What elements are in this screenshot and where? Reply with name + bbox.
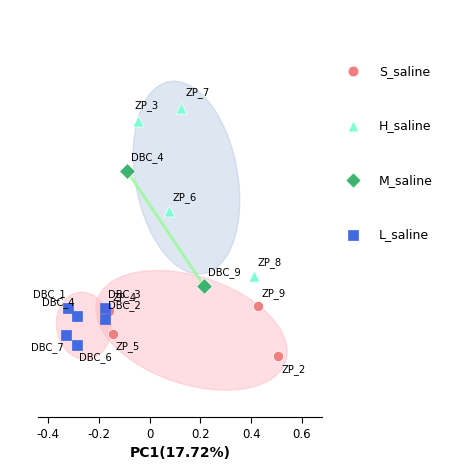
Point xyxy=(73,341,81,348)
Text: L_saline: L_saline xyxy=(379,228,429,241)
Point xyxy=(274,352,282,360)
Point xyxy=(135,117,142,125)
Point xyxy=(349,122,357,129)
Text: DBC_9: DBC_9 xyxy=(208,267,241,278)
Text: DBC_4: DBC_4 xyxy=(131,152,163,163)
Point xyxy=(349,67,357,75)
Text: DBC_2: DBC_2 xyxy=(108,300,141,311)
Text: ZP_3: ZP_3 xyxy=(135,100,158,111)
Text: ZP_6: ZP_6 xyxy=(173,192,197,203)
Text: ZP_8: ZP_8 xyxy=(257,257,282,268)
X-axis label: PC1(17.72%): PC1(17.72%) xyxy=(129,446,231,460)
Point xyxy=(73,312,81,319)
Ellipse shape xyxy=(96,271,287,390)
Point xyxy=(101,315,109,323)
Point xyxy=(62,331,70,338)
Point xyxy=(250,273,257,280)
Text: M_saline: M_saline xyxy=(379,173,433,187)
Ellipse shape xyxy=(56,292,111,359)
Text: DBC_4: DBC_4 xyxy=(42,297,75,308)
Point xyxy=(64,304,72,311)
Text: DBC_1: DBC_1 xyxy=(33,289,66,300)
Text: H_saline: H_saline xyxy=(379,119,432,132)
Point xyxy=(109,330,117,337)
Point xyxy=(201,282,208,290)
Text: ZP_4: ZP_4 xyxy=(112,292,136,303)
Text: S_saline: S_saline xyxy=(379,64,430,78)
Point xyxy=(165,208,173,215)
Point xyxy=(123,167,130,174)
Text: ZP_9: ZP_9 xyxy=(261,288,286,299)
Text: DBC_7: DBC_7 xyxy=(30,342,64,353)
Point xyxy=(105,307,113,315)
Point xyxy=(254,302,261,310)
Ellipse shape xyxy=(133,81,240,274)
Text: ZP_5: ZP_5 xyxy=(116,341,140,352)
Point xyxy=(349,176,357,184)
Text: DBC_6: DBC_6 xyxy=(79,352,111,363)
Point xyxy=(349,231,357,238)
Text: ZP_2: ZP_2 xyxy=(282,364,306,375)
Point xyxy=(101,304,109,311)
Point xyxy=(178,104,185,111)
Text: DBC_3: DBC_3 xyxy=(108,289,141,300)
Text: ZP_7: ZP_7 xyxy=(185,88,210,99)
